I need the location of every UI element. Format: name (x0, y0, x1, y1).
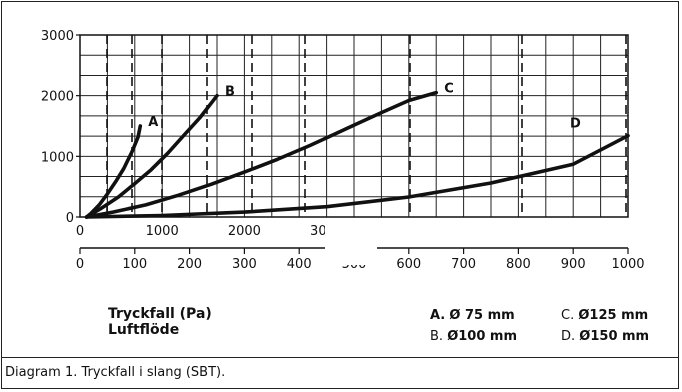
caption-divider (2, 357, 678, 358)
lower-x-tick-label: 300 (232, 257, 257, 272)
y-tick-label: 1000 (41, 150, 74, 165)
lower-x-tick-label: 200 (177, 257, 202, 272)
y-tick-label: 3000 (41, 29, 74, 44)
curve-label-b: B (225, 85, 235, 100)
upper-x-tick-label: 0 (76, 224, 84, 239)
lower-x-tick-label: 800 (506, 257, 531, 272)
lower-x-tick-label: 400 (287, 257, 312, 272)
series-curve-a (84, 124, 143, 219)
lower-x-tick-label: 1000 (611, 257, 644, 272)
y-tick-label: 0 (66, 211, 74, 226)
curve-label-d: D (570, 117, 581, 132)
legend-value: Ø 75 mm (449, 308, 515, 323)
legend-value: Ø125 mm (578, 308, 649, 323)
legend-item-a: A. Ø 75 mm (430, 308, 515, 323)
legend-value: Ø150 mm (579, 329, 650, 344)
legend-key: A. (430, 308, 446, 323)
pressure-drop-chart: 0100020003000ABCD01000200030000100200300… (41, 29, 645, 272)
lower-x-tick-label: 0 (76, 257, 84, 272)
upper-x-tick-label: 1000 (146, 224, 179, 239)
legend-key: B. (430, 329, 444, 344)
legend-item-d: D. Ø150 mm (561, 329, 649, 344)
lower-x-tick-label: 900 (561, 257, 586, 272)
legend-item-c: C. Ø125 mm (561, 308, 648, 323)
occluded-area (325, 219, 377, 265)
figure-caption: Diagram 1. Tryckfall i slang (SBT). (5, 365, 226, 380)
lower-x-tick-label: 700 (451, 257, 476, 272)
x-axis-title: Tryckfall (Pa) (108, 306, 212, 322)
curve-label-c: C (444, 82, 454, 97)
series-curve-b (84, 93, 219, 219)
series-curve-c (84, 90, 438, 219)
legend-key: C. (561, 308, 575, 323)
curve-label-a: A (148, 115, 158, 130)
plot-area-border (79, 34, 629, 218)
legend-item-b: B. Ø100 mm (430, 329, 517, 344)
lower-x-tick-label: 100 (122, 257, 147, 272)
upper-x-tick-label: 2000 (228, 224, 261, 239)
lower-x-tick-label: 600 (396, 257, 421, 272)
secondary-axis-title: Luftflöde (108, 322, 180, 338)
legend-value: Ø100 mm (447, 329, 518, 344)
y-tick-label: 2000 (41, 90, 74, 105)
series-curve-d (84, 133, 630, 219)
legend-key: D. (561, 329, 576, 344)
